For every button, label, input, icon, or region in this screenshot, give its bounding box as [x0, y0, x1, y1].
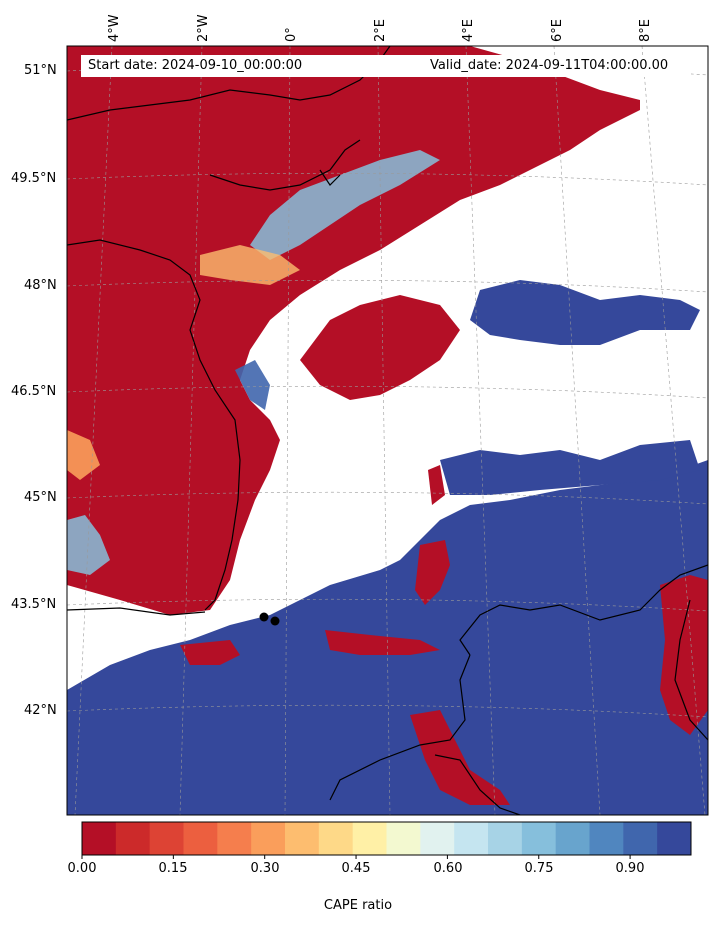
gridlines: [67, 46, 708, 815]
red-patch-1: [415, 540, 450, 605]
colorbar-label: CAPE ratio: [323, 898, 393, 913]
station-marker: [270, 616, 280, 626]
colorbar: [81, 821, 692, 859]
red-patch-2: [325, 630, 440, 655]
lon-label: 2°W: [196, 14, 211, 42]
lon-label: 2°E: [373, 19, 388, 42]
red-patch-4: [410, 710, 510, 805]
map-area: [67, 46, 708, 815]
map-frame: [66, 45, 709, 816]
colorbar-tick-label: 0.60: [433, 861, 463, 876]
colorbar-swatch: [657, 822, 692, 855]
transition-band3: [235, 360, 270, 410]
lon-label: 4°W: [107, 14, 122, 42]
colorbar-tick-label: 0.90: [615, 861, 645, 876]
lon-label: 8°E: [638, 19, 653, 42]
red-patch-6: [180, 640, 240, 665]
coastlines: [67, 46, 708, 815]
colorbar-swatch: [589, 822, 624, 855]
valid-date-label: Valid_date: 2024-09-11T04:00:00.00: [430, 58, 669, 73]
info-box: [81, 55, 691, 77]
lon-label: 0°: [284, 27, 299, 42]
colorbar-swatch: [420, 822, 455, 855]
colorbar-swatch: [488, 822, 523, 855]
blue-region-east2: [440, 440, 700, 495]
colorbar-swatch: [251, 822, 286, 855]
light-patch-atlantic: [67, 515, 110, 575]
lat-label: 48°N: [24, 278, 57, 293]
start-date-label: Start date: 2024-09-10_00:00:00: [88, 58, 303, 73]
colorbar-swatch: [285, 822, 320, 855]
transition-band2: [200, 245, 300, 285]
colorbar-swatch: [352, 822, 387, 855]
lat-label: 42°N: [24, 703, 57, 718]
blue-region-east: [470, 280, 700, 345]
colorbar-swatch: [521, 822, 557, 855]
colorbar-swatch: [623, 822, 658, 855]
colorbar-frame: [81, 821, 692, 856]
red-patch-3: [660, 575, 708, 735]
lon-label: 6°E: [550, 19, 565, 42]
colorbar-tick-label: 0.00: [67, 861, 97, 876]
transition-band: [250, 150, 440, 260]
colorbar-swatch: [318, 822, 354, 855]
colorbar-swatch: [149, 822, 184, 855]
lat-label: 49.5°N: [11, 171, 57, 186]
colorbar-tick-label: 0.75: [524, 861, 554, 876]
red-region-north: [67, 46, 640, 615]
red-patch-5: [300, 295, 460, 400]
lon-label: 4°E: [461, 19, 476, 42]
colorbar-swatch: [217, 822, 252, 855]
colorbar-swatch: [82, 822, 117, 855]
lat-label: 43.5°N: [11, 597, 57, 612]
lat-label: 45°N: [24, 490, 57, 505]
red-patch-7: [428, 465, 445, 505]
colorbar-swatch: [555, 822, 590, 855]
station-marker: [259, 612, 269, 622]
lat-label: 51°N: [24, 63, 57, 78]
colorbar-tick-label: 0.15: [158, 861, 188, 876]
colorbar-swatch: [454, 822, 489, 855]
colorbar-tick-label: 0.45: [341, 861, 371, 876]
colorbar-swatch: [115, 822, 151, 855]
colorbar-swatch: [183, 822, 218, 855]
colorbar-tick-label: 0.30: [250, 861, 280, 876]
lat-label: 46.5°N: [11, 384, 57, 399]
colorbar-swatch: [386, 822, 421, 855]
